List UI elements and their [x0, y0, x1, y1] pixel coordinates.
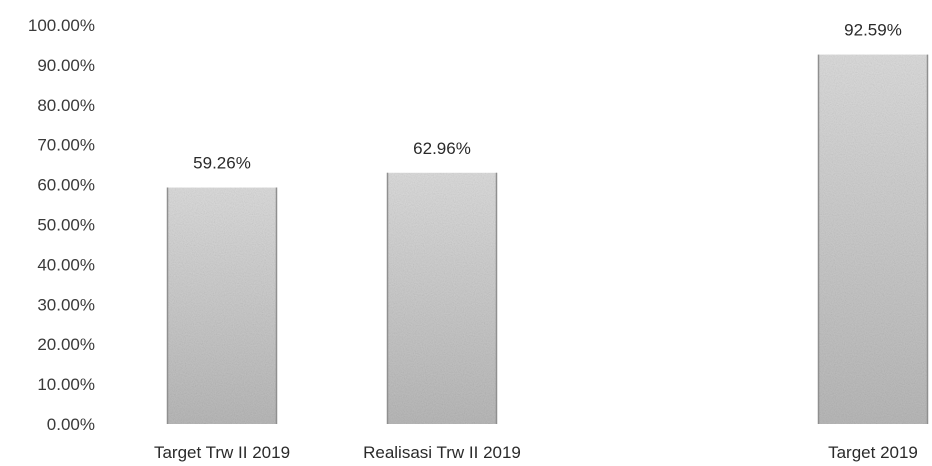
- y-tick-label: 50.00%: [37, 216, 95, 235]
- y-tick-label: 100.00%: [28, 16, 95, 35]
- data-label: 92.59%: [844, 21, 902, 40]
- bar: [818, 54, 928, 425]
- y-tick-label: 10.00%: [37, 375, 95, 394]
- x-axis: Target Trw II 2019 Realisasi Trw II 2019 T…: [154, 443, 918, 462]
- x-tick-label: Target 2019: [828, 443, 918, 462]
- x-tick-label: Target Trw II 2019: [154, 443, 290, 462]
- bars: [166, 54, 929, 425]
- y-axis: 0.00% 10.00% 20.00% 30.00% 40.00% 50.00% 60.00…: [28, 16, 95, 434]
- y-tick-label: 40.00%: [37, 255, 95, 274]
- y-tick-label: 30.00%: [37, 295, 95, 314]
- data-label: 59.26%: [193, 154, 251, 173]
- y-tick-label: 90.00%: [37, 56, 95, 75]
- y-tick-label: 60.00%: [37, 176, 95, 195]
- y-tick-label: 80.00%: [37, 96, 95, 115]
- y-tick-label: 0.00%: [47, 415, 95, 434]
- y-tick-label: 20.00%: [37, 335, 95, 354]
- y-tick-label: 70.00%: [37, 136, 95, 155]
- data-labels: 59.26% 62.96% 92.59%: [193, 21, 902, 173]
- bar: [167, 187, 277, 424]
- x-tick-label: Realisasi Trw II 2019: [363, 443, 521, 462]
- bar: [387, 172, 497, 424]
- data-label: 62.96%: [413, 139, 471, 158]
